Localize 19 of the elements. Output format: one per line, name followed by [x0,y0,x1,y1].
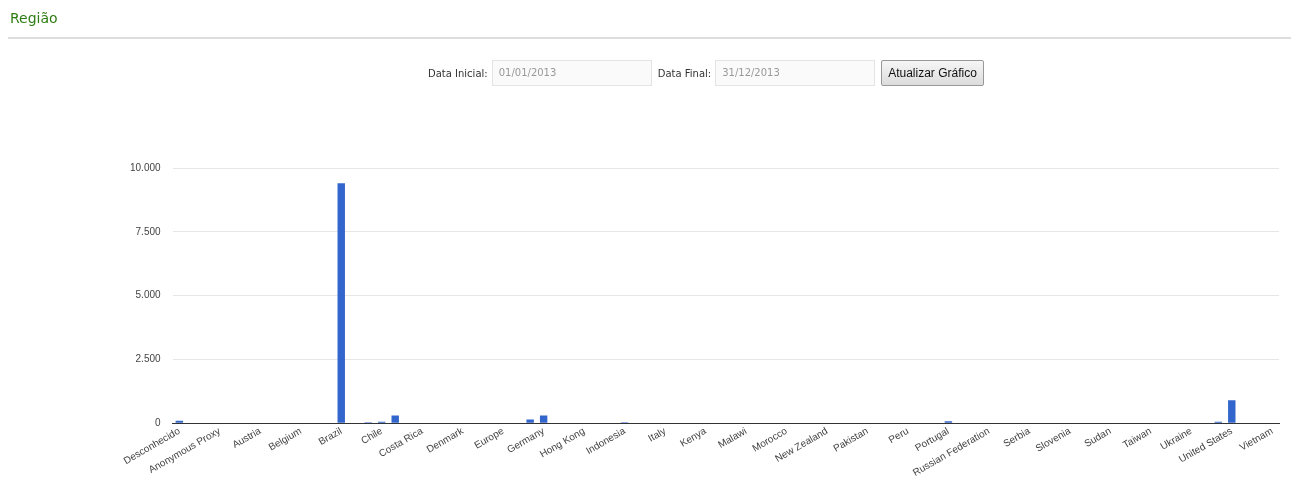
bar [539,415,548,423]
bar [1228,400,1236,423]
bar [337,183,345,423]
text: Região [10,10,58,26]
text: Data Final: [657,67,712,79]
bar [526,419,534,423]
text: 31/12/2013 [715,60,876,86]
y-tick-label: 0 [155,417,162,428]
y-tick-label: 10.000 [129,161,162,173]
y-tick-label: 2.500 [135,353,162,365]
text: 01/01/2013 [491,60,652,86]
bar [175,420,184,423]
text: Data Inicial: [428,67,488,79]
y-tick-label: 7.500 [135,225,162,237]
y-tick-label: 5.000 [135,289,162,301]
x-tick-label: Italy [646,425,668,444]
x-tick-label: Peru [886,425,911,446]
bar [391,415,399,423]
text: Atualizar Gráfico [881,60,984,86]
